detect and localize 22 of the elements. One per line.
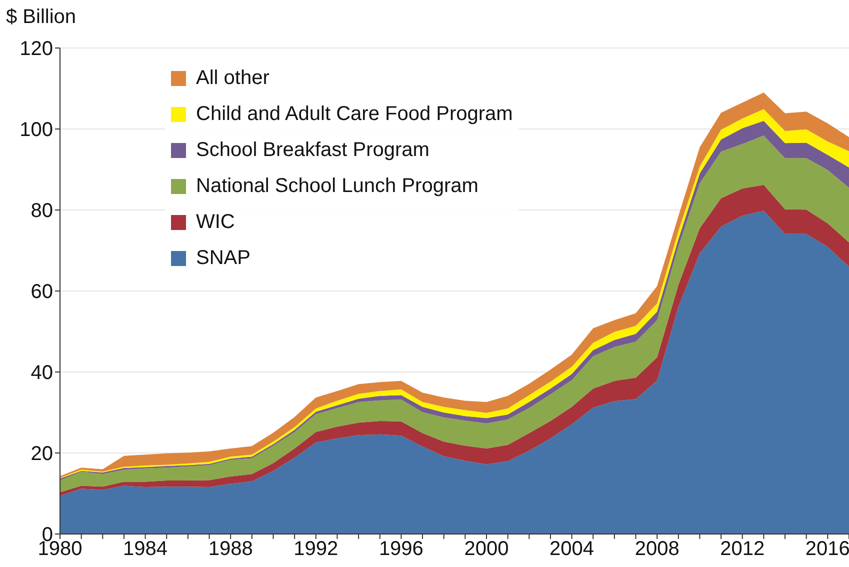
legend-label: All other <box>196 66 270 90</box>
y-tick-label: 20 <box>30 443 53 466</box>
x-tick-label: 2016 <box>805 538 849 560</box>
legend-label: National School Lunch Program <box>196 174 478 198</box>
x-tick-label: 2004 <box>550 538 594 560</box>
legend-label: WIC <box>196 210 235 234</box>
y-tick-label: 120 <box>20 38 53 60</box>
legend-label: School Breakfast Program <box>196 138 430 162</box>
x-tick-label: 1984 <box>123 538 168 560</box>
x-tick-label: 1988 <box>208 538 253 560</box>
y-tick-label: 100 <box>20 119 53 142</box>
y-axis-title: $ Billion <box>6 6 76 29</box>
x-tick-label: 2000 <box>464 538 509 560</box>
x-tick-label: 1992 <box>294 538 338 560</box>
y-tick-label: 80 <box>30 200 53 222</box>
x-tick-label: 1996 <box>378 538 424 560</box>
x-tick-label: 2012 <box>720 538 765 560</box>
x-tick-label: 2008 <box>634 538 680 560</box>
y-tick-label: 60 <box>30 281 53 304</box>
legend-label: Child and Adult Care Food Program <box>196 102 513 126</box>
legend-label: SNAP <box>196 246 250 270</box>
y-tick-label: 40 <box>30 362 53 384</box>
